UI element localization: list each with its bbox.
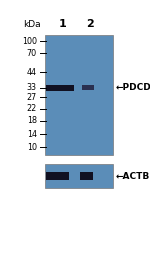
- Bar: [65, 85, 66, 91]
- Text: 14: 14: [27, 129, 37, 139]
- Bar: [46, 172, 69, 180]
- Bar: [47, 85, 48, 91]
- Text: 44: 44: [27, 68, 37, 77]
- Bar: [53, 85, 54, 91]
- Bar: [54, 85, 55, 91]
- Bar: [60, 85, 61, 91]
- Text: 100: 100: [22, 37, 37, 46]
- Bar: [72, 85, 73, 91]
- Bar: [64, 85, 65, 91]
- Bar: [51, 85, 52, 91]
- Text: 18: 18: [27, 116, 37, 125]
- Text: 2: 2: [86, 19, 94, 29]
- Bar: [62, 85, 63, 91]
- Bar: [46, 85, 74, 91]
- Text: 70: 70: [27, 49, 37, 58]
- Bar: [57, 85, 58, 91]
- Text: 1: 1: [59, 19, 67, 29]
- Bar: [68, 85, 69, 91]
- Bar: [46, 85, 47, 91]
- Bar: [52, 85, 53, 91]
- Text: 27: 27: [27, 93, 37, 102]
- Text: ←PDCD1LG1: ←PDCD1LG1: [116, 83, 150, 92]
- Bar: [56, 85, 57, 91]
- Bar: [49, 85, 50, 91]
- Bar: [80, 172, 93, 180]
- Bar: [61, 85, 62, 91]
- Text: kDa: kDa: [23, 19, 41, 29]
- Bar: [73, 85, 74, 91]
- Bar: [71, 85, 72, 91]
- Text: 22: 22: [27, 104, 37, 113]
- Text: 10: 10: [27, 143, 37, 152]
- Bar: [48, 85, 49, 91]
- Bar: [45, 35, 112, 155]
- Bar: [82, 85, 94, 90]
- Bar: [58, 85, 59, 91]
- Bar: [45, 164, 112, 188]
- Bar: [63, 85, 64, 91]
- Bar: [66, 85, 67, 91]
- Text: ←ACTB: ←ACTB: [116, 172, 150, 181]
- Bar: [70, 85, 71, 91]
- Bar: [69, 85, 70, 91]
- Text: 33: 33: [27, 83, 37, 92]
- Bar: [50, 85, 51, 91]
- Bar: [59, 85, 60, 91]
- Bar: [67, 85, 68, 91]
